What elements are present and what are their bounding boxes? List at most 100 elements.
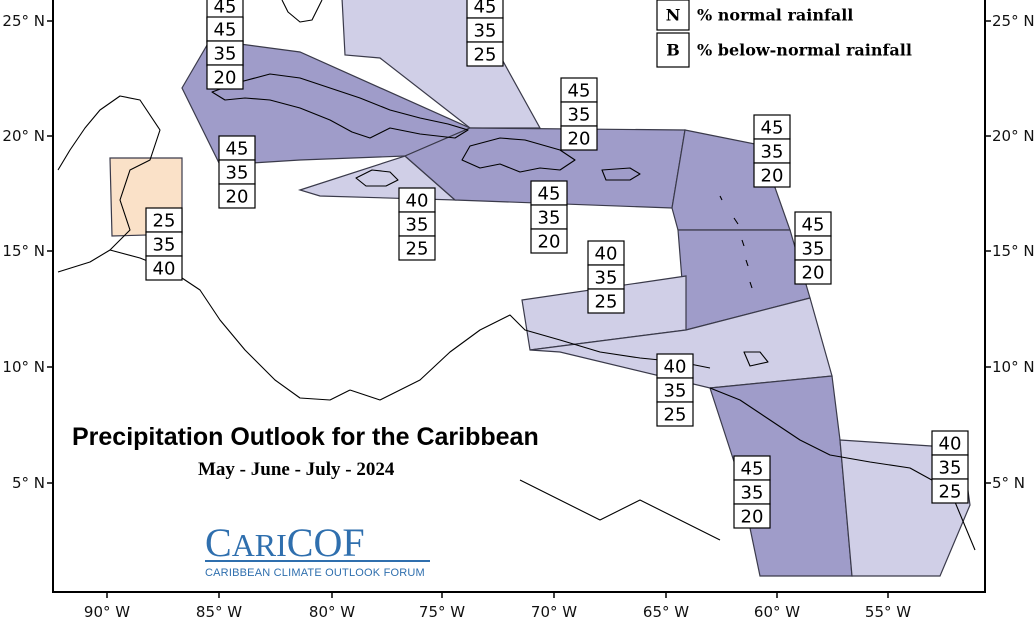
colombia-venezuela-coast bbox=[349, 314, 711, 401]
prob-value: 45 bbox=[474, 0, 497, 18]
prob-cell bbox=[931, 454, 969, 480]
lesser-antilles-chain bbox=[719, 195, 769, 367]
prob-value: 40 bbox=[153, 259, 176, 280]
legend-key-n bbox=[656, 0, 690, 31]
prob-value: 35 bbox=[568, 105, 591, 126]
prob-value: 25 bbox=[153, 211, 176, 232]
legend-key-b-letter: B bbox=[666, 41, 680, 60]
prob-value: 35 bbox=[538, 208, 561, 229]
lon-label: 80° W bbox=[309, 603, 355, 621]
prob-box-cayman-islands: 45 35 20 bbox=[218, 135, 256, 209]
prob-box-hispaniola-and-puerto-rico: 45 35 20 bbox=[560, 77, 598, 151]
prob-cell bbox=[753, 162, 791, 188]
jamaica-coast bbox=[355, 169, 399, 187]
prob-cell bbox=[398, 235, 436, 261]
prob-value: 35 bbox=[939, 458, 962, 479]
prob-value: 35 bbox=[761, 142, 784, 163]
lon-label: 60° W bbox=[754, 603, 800, 621]
prob-cell bbox=[466, 17, 504, 43]
prob-cell bbox=[931, 430, 969, 456]
logo-part-ari: ARI bbox=[232, 527, 287, 563]
hispaniola-coast bbox=[461, 137, 576, 173]
prob-value: 40 bbox=[595, 244, 618, 265]
prob-cell bbox=[560, 77, 598, 103]
prob-value: 20 bbox=[568, 129, 591, 150]
prob-value: 40 bbox=[406, 191, 429, 212]
prob-value: 35 bbox=[214, 44, 237, 65]
prob-box-trinidad-and-tobago: 40 35 25 bbox=[656, 353, 694, 427]
prob-value: 35 bbox=[226, 163, 249, 184]
prob-value: 25 bbox=[595, 292, 618, 313]
lat-label: 5° N bbox=[12, 474, 45, 492]
prob-value: 20 bbox=[214, 68, 237, 89]
map-subtitle: May - June - July - 2024 bbox=[198, 459, 395, 480]
prob-value: 45 bbox=[214, 0, 237, 18]
prob-cell bbox=[587, 288, 625, 314]
prob-cell bbox=[218, 183, 256, 209]
prob-cell bbox=[206, 64, 244, 90]
prob-value: 20 bbox=[761, 166, 784, 187]
prob-cell bbox=[733, 455, 771, 481]
prob-box-turks-and-caicos: 45 35 25 bbox=[466, 0, 504, 67]
prob-cell bbox=[794, 259, 832, 285]
prob-cell bbox=[587, 264, 625, 290]
prob-cell bbox=[931, 478, 969, 504]
prob-value: 35 bbox=[664, 381, 687, 402]
prob-cell bbox=[587, 240, 625, 266]
prob-value: 45 bbox=[226, 139, 249, 160]
prob-value: 45 bbox=[802, 215, 825, 236]
probability-boxes: 45 35 20 45 35 25 45 35 20 45 35 20 25 35 40 40 35 25 45 35… bbox=[145, 0, 969, 529]
latitude-axis-left: 25° N 20° N 15° N 10° N 5° N bbox=[2, 12, 53, 492]
lon-label: 65° W bbox=[643, 603, 689, 621]
caricof-logo: CARICOF CARIBBEAN CLIMATE OUTLOOK FORUM bbox=[205, 520, 430, 579]
lat-label: 15° N bbox=[2, 242, 45, 260]
prob-value: 45 bbox=[761, 118, 784, 139]
prob-value: 25 bbox=[406, 239, 429, 260]
prob-value: 35 bbox=[406, 215, 429, 236]
florida-coast bbox=[281, 0, 323, 23]
prob-value: 35 bbox=[741, 483, 764, 504]
legend-key-n-letter: N bbox=[666, 6, 681, 25]
prob-value: 35 bbox=[802, 239, 825, 260]
logo-part-cof: COF bbox=[287, 520, 365, 565]
lat-label: 5° N bbox=[992, 474, 1025, 492]
lon-label: 55° W bbox=[865, 603, 911, 621]
prob-box-abc-islands: 40 35 25 bbox=[587, 240, 625, 314]
lon-label: 90° W bbox=[84, 603, 130, 621]
prob-cell bbox=[206, 16, 244, 42]
lat-label: 20° N bbox=[992, 127, 1035, 145]
prob-value: 45 bbox=[214, 20, 237, 41]
prob-cell bbox=[733, 503, 771, 529]
prob-value: 25 bbox=[474, 45, 497, 66]
lat-label: 20° N bbox=[2, 127, 45, 145]
legend-key-b bbox=[656, 32, 690, 68]
logo-wordmark: CARICOF bbox=[205, 520, 365, 565]
legend-label-normal: % normal rainfall bbox=[697, 6, 853, 25]
prob-value: 45 bbox=[568, 81, 591, 102]
zone-cuba bbox=[181, 39, 472, 166]
prob-cell bbox=[656, 401, 694, 427]
lat-label: 10° N bbox=[992, 358, 1035, 376]
lat-label: 10° N bbox=[2, 358, 45, 376]
lat-label: 25° N bbox=[992, 12, 1035, 30]
latitude-axis-right: 25° N 20° N 15° N 10° N 5° N bbox=[985, 12, 1035, 492]
prob-value: 20 bbox=[538, 232, 561, 253]
prob-cell bbox=[145, 207, 183, 233]
legend: N % normal rainfall B % below-normal rai… bbox=[656, 0, 912, 68]
logo-part-c: C bbox=[205, 520, 232, 565]
logo-tagline: CARIBBEAN CLIMATE OUTLOOK FORUM bbox=[205, 567, 425, 579]
prob-cell bbox=[656, 377, 694, 403]
prob-cell bbox=[794, 235, 832, 261]
prob-cell bbox=[560, 101, 598, 127]
prob-value: 40 bbox=[939, 434, 962, 455]
prob-cell bbox=[753, 138, 791, 164]
prob-box-suriname-and-french-guiana: 40 35 25 bbox=[931, 430, 969, 504]
cuba-coast bbox=[211, 73, 469, 139]
prob-value: 20 bbox=[741, 507, 764, 528]
prob-box-jamaica: 40 35 25 bbox=[398, 187, 436, 261]
prob-box-cuba: 45 35 20 bbox=[206, 16, 244, 90]
south-america-interior bbox=[519, 479, 721, 541]
prob-value: 40 bbox=[664, 357, 687, 378]
